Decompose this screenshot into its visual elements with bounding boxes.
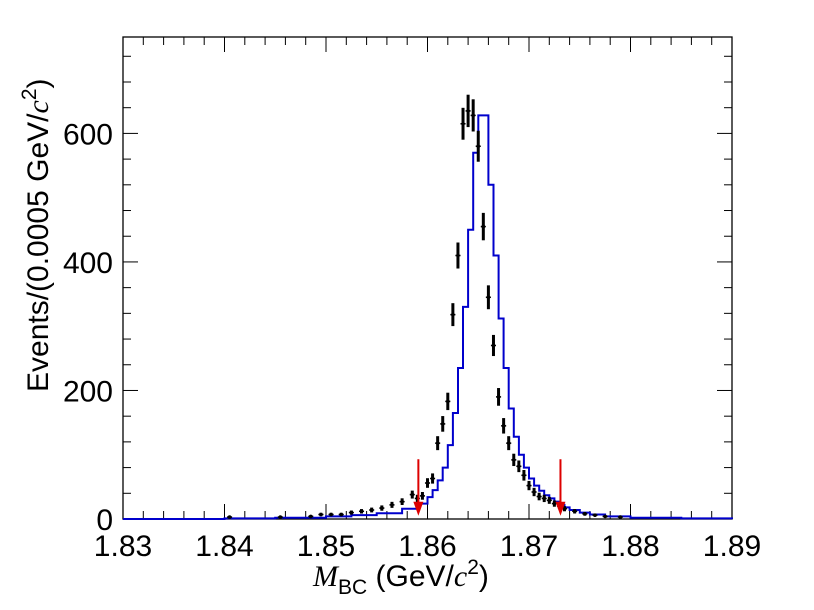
data-point-marker [456,253,460,258]
data-point-marker [547,498,552,503]
data-point-marker [506,441,511,445]
x-tick-label: 1.84 [195,530,253,563]
cut-arrow-head [555,501,566,516]
x-tick-label: 1.88 [601,530,659,563]
fit-curve [123,114,733,520]
data-point-marker [461,121,465,126]
data-point-marker [400,499,404,504]
data-point-marker [359,509,364,514]
data-point-marker [278,515,283,519]
data-point-marker [308,514,313,519]
data-point-marker [410,492,415,497]
y-tick-label: 400 [63,247,113,280]
y-tick-labels: 0 200 400 600 [63,118,113,537]
data-point-marker [583,512,587,516]
data-point-marker [496,395,501,399]
data-point-marker [537,494,541,499]
data-point-marker [481,224,486,229]
data-point-marker [435,441,440,445]
x-tick-label: 1.85 [297,530,355,563]
data-point-marker [390,503,394,507]
data-point-marker [511,458,516,462]
x-axis-title: MBC (GeV/c2) [312,556,489,599]
data-point-marker [339,512,344,517]
data-point-marker [552,501,557,506]
data-point-marker [471,113,475,118]
data-point-marker [425,481,430,485]
data-point-marker [491,343,496,348]
fit-histogram-line [123,114,733,520]
data-point-marker [430,476,435,481]
x-tick-label: 1.89 [703,530,761,563]
y-axis-title: Events/(0.0005 GeV/c2) [18,78,55,392]
x-tick-label: 1.83 [94,530,152,563]
data-point-marker [349,510,354,515]
axis-ticks [122,37,733,520]
data-point-marker [440,422,445,426]
data-point-marker [618,515,623,519]
x-tick-labels: 1.83 1.84 1.85 1.86 1.87 1.88 1.89 [94,530,761,563]
data-point-marker [532,490,536,494]
data-point-marker [446,399,450,404]
data-point-marker [542,496,547,501]
data-point-marker [501,424,506,428]
data-point-marker [476,144,481,149]
y-tick-label: 600 [63,118,113,151]
y-tick-label: 0 [96,504,113,537]
data-point-marker [572,509,577,514]
data-point-marker [517,464,521,469]
data-point-marker [420,494,425,498]
plot-frame [122,36,733,520]
data-point-marker [369,508,374,512]
data-point-marker [522,473,526,478]
data-point-marker [227,515,232,519]
data-point-marker [603,514,607,519]
cut-arrows [413,459,566,516]
data-point-marker [380,506,384,510]
data-point-marker [319,512,323,517]
data-point-marker [451,312,455,317]
cut-arrow-head [413,501,424,516]
data-point-marker [593,513,597,517]
x-tick-label: 1.87 [500,530,558,563]
data-point-marker [486,295,491,300]
x-tick-label: 1.86 [398,530,456,563]
data-point-marker [527,483,531,488]
data-point-marker [466,109,470,113]
data-point-marker [329,512,333,517]
data-point-marker [562,506,567,511]
data-points [227,94,623,519]
y-tick-label: 200 [63,375,113,408]
